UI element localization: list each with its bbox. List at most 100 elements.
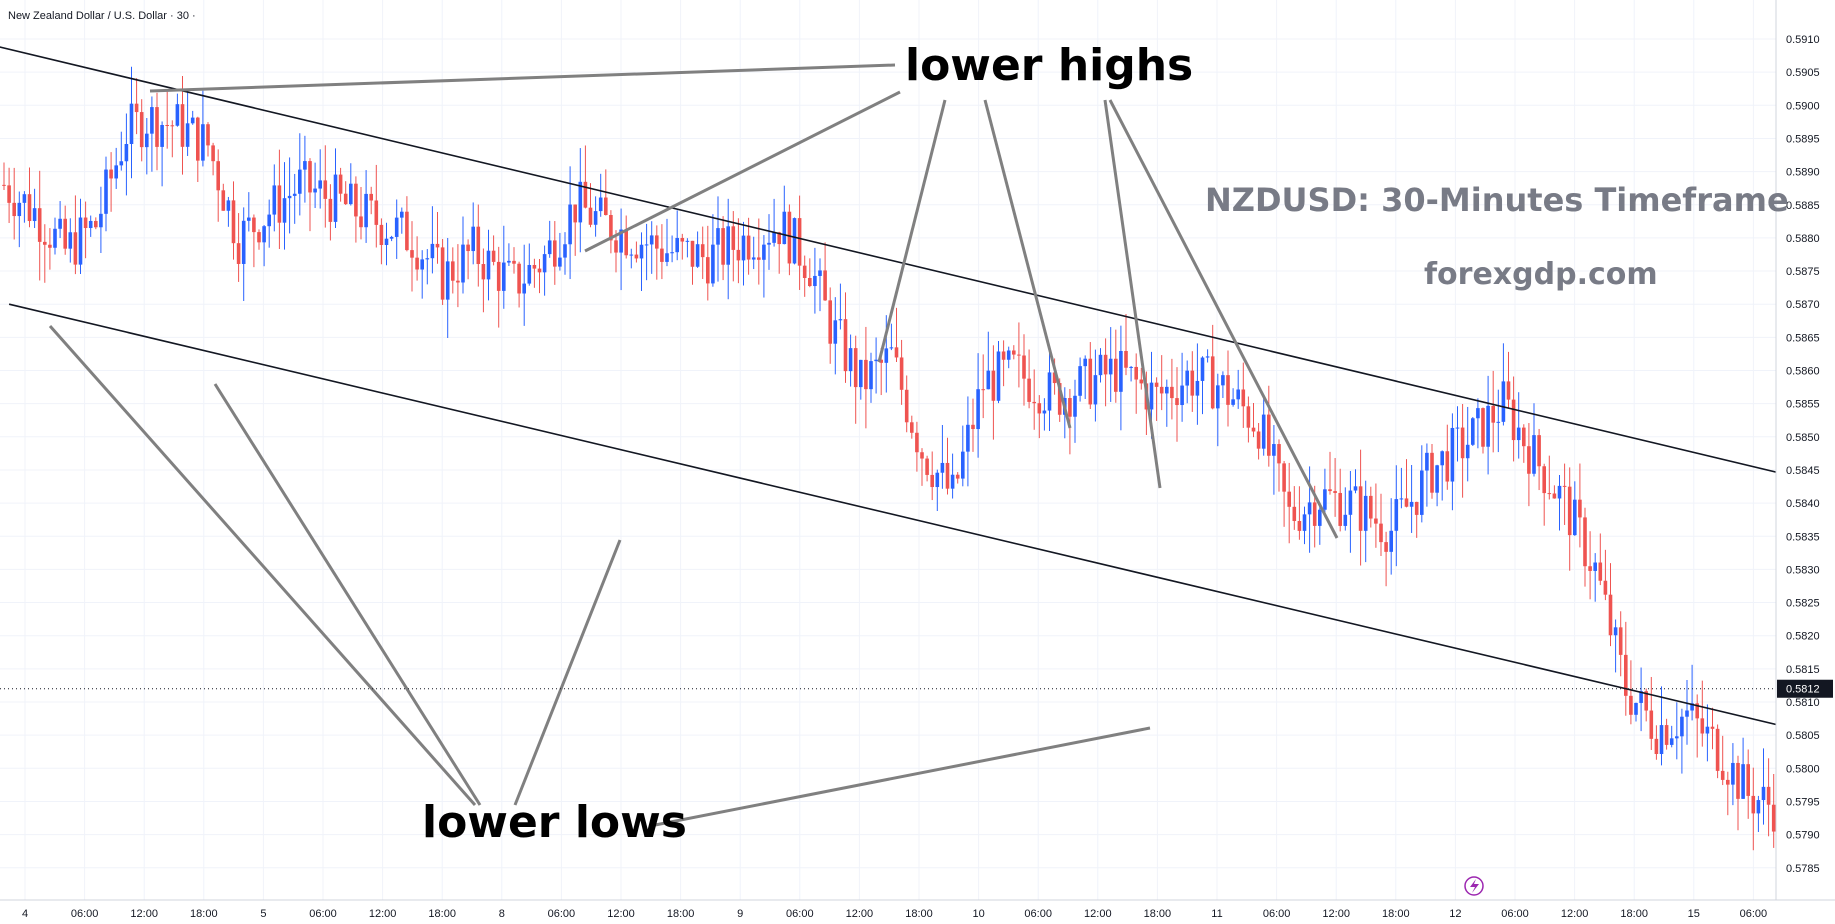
candle-79 [405, 196, 409, 252]
candle-body-91 [466, 244, 470, 252]
trend-channel[interactable] [0, 46, 1835, 888]
candle-29 [150, 96, 154, 172]
candle-body-124 [634, 254, 639, 259]
candle-body-37 [190, 117, 195, 124]
replay-icon[interactable] [1464, 876, 1484, 896]
candle-body-131 [670, 252, 674, 254]
candle-321 [1639, 667, 1643, 732]
pointer-line-3 [983, 99, 1072, 429]
candle-body-132 [675, 237, 679, 253]
candle-174 [889, 323, 894, 351]
time-tick-label-5: 06:00 [309, 908, 337, 920]
symbol-header[interactable]: New Zealand Dollar / U.S. Dollar · 30 · [8, 10, 196, 22]
candle-55 [282, 162, 287, 250]
candle-235 [1200, 356, 1205, 415]
candle-137 [700, 226, 705, 279]
candle-body-167 [853, 348, 858, 388]
candle-body-247 [1261, 414, 1266, 449]
candle-233 [1190, 351, 1195, 412]
candle-body-273 [1394, 499, 1399, 531]
candle-body-122 [624, 229, 628, 256]
candle-250 [1277, 439, 1281, 492]
candle-33 [170, 120, 175, 158]
candle-326 [1664, 718, 1669, 750]
candle-201 [1027, 349, 1031, 409]
candle-298 [1522, 424, 1526, 463]
candle-body-234 [1195, 380, 1200, 396]
candle-body-283 [1445, 451, 1450, 482]
candle-body-171 [874, 359, 878, 362]
candle-body-109 [558, 257, 562, 267]
candle-89 [456, 244, 460, 308]
candle-body-41 [211, 145, 215, 162]
candle-body-189 [966, 424, 970, 452]
candle-body-14 [73, 232, 78, 265]
candle-117 [598, 173, 603, 217]
candle-252 [1287, 462, 1291, 544]
candle-body-197 [1006, 350, 1011, 360]
candle-26 [134, 78, 139, 135]
candle-267 [1363, 480, 1368, 563]
candle-body-245 [1251, 427, 1256, 432]
candle-197 [1006, 346, 1011, 369]
candle-53 [272, 164, 277, 232]
candle-body-169 [864, 359, 868, 390]
candle-body-162 [828, 300, 832, 344]
candle-body-130 [665, 253, 669, 262]
candle-body-136 [695, 244, 700, 267]
candle-95 [486, 229, 491, 301]
candle-body-327 [1669, 738, 1674, 745]
time-tick-label-22: 12:00 [1322, 908, 1350, 920]
candle-body-113 [578, 181, 583, 223]
candle-body-56 [287, 195, 292, 199]
candle-body-270 [1379, 523, 1383, 543]
time-tick-label-15: 18:00 [905, 908, 933, 920]
candle-93 [476, 204, 481, 287]
candle-100 [512, 247, 516, 274]
candle-255 [1302, 506, 1307, 545]
candle-body-33 [170, 125, 175, 127]
candle-body-90 [461, 244, 465, 283]
candle-body-48 [247, 217, 251, 221]
candle-27 [139, 99, 144, 162]
candle-body-339 [1731, 762, 1735, 785]
candle-body-26 [134, 103, 139, 113]
candle-334 [1705, 704, 1710, 762]
time-tick-label-8: 8 [499, 908, 505, 920]
candle-body-153 [782, 211, 787, 245]
candle-body-175 [894, 347, 899, 358]
candle-body-181 [925, 458, 929, 475]
candle-body-316 [1613, 627, 1618, 636]
candle-14 [73, 195, 78, 275]
candle-110 [563, 232, 567, 275]
candle-body-39 [201, 124, 205, 161]
candle-63 [323, 145, 328, 228]
candle-body-230 [1175, 398, 1179, 406]
candle-body-249 [1272, 444, 1276, 456]
candle-body-218 [1114, 358, 1118, 392]
candle-body-42 [216, 161, 220, 191]
candle-body-216 [1103, 354, 1108, 375]
candle-body-6 [32, 208, 37, 222]
candle-25 [129, 66, 134, 179]
time-tick-label-26: 12:00 [1561, 908, 1589, 920]
candle-body-54 [277, 185, 282, 223]
pointer-line-0 [149, 63, 896, 93]
candle-134 [685, 238, 690, 258]
time-tick-label-10: 12:00 [607, 908, 635, 920]
candle-309 [1578, 463, 1582, 548]
candle-body-319 [1629, 695, 1633, 715]
candle-body-304 [1552, 493, 1557, 499]
candle-20 [104, 156, 108, 232]
candle-body-59 [303, 161, 307, 170]
candle-98 [502, 225, 506, 309]
candle-30 [155, 92, 159, 171]
candle-body-287 [1465, 444, 1470, 459]
candle-50 [257, 229, 261, 250]
candle-62 [318, 149, 322, 209]
candle-body-18 [94, 220, 98, 228]
candle-body-123 [629, 254, 634, 256]
candle-body-93 [476, 226, 481, 265]
